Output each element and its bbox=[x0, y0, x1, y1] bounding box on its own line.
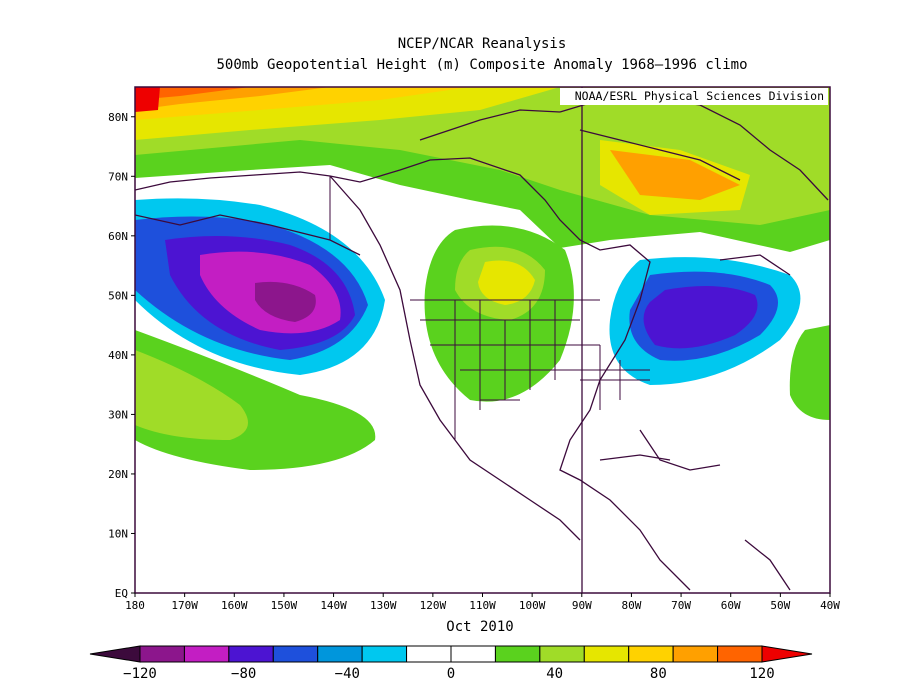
colorbar-swatch bbox=[583, 645, 630, 663]
chart-subtitle: 500mb Geopotential Height (m) Composite … bbox=[216, 57, 748, 73]
colorbar-swatch bbox=[672, 645, 719, 663]
colorbar-swatch bbox=[183, 645, 230, 663]
colorbar-label: −120 bbox=[123, 666, 157, 682]
coastlines bbox=[135, 97, 829, 591]
colorbar-swatch bbox=[361, 645, 408, 663]
colorbar: −120 −80 −40 0 40 80 120 bbox=[89, 645, 813, 682]
lon-tick-label: 140W bbox=[320, 599, 347, 612]
colorbar-label: 40 bbox=[546, 666, 563, 682]
lat-tick-label: 10N bbox=[108, 527, 128, 540]
colorbar-label: 80 bbox=[650, 666, 667, 682]
lat-tick-label: 70N bbox=[108, 170, 128, 183]
colorbar-swatch bbox=[628, 645, 674, 663]
lon-tick-label: 40W bbox=[820, 599, 840, 612]
lon-tick-label: 110W bbox=[469, 599, 496, 612]
lon-tick-label: 70W bbox=[671, 599, 691, 612]
lat-tick-label: EQ bbox=[115, 587, 128, 600]
colorbar-swatch bbox=[139, 645, 185, 663]
lon-tick-label: 130W bbox=[370, 599, 397, 612]
colorbar-swatch bbox=[406, 645, 452, 663]
colorbar-swatch bbox=[450, 645, 496, 663]
lat-tick-label: 50N bbox=[108, 289, 128, 302]
lon-tick-label: 170W bbox=[171, 599, 198, 612]
lon-tick-label: 50W bbox=[770, 599, 790, 612]
colorbar-swatch bbox=[317, 645, 363, 663]
colorbar-label: −40 bbox=[335, 666, 360, 682]
lon-tick-label: 120W bbox=[420, 599, 447, 612]
colorbar-swatch bbox=[494, 645, 541, 663]
map-axes: EQ 10N 20N 30N 40N 50N 60N 70N 80N 180 170W 160W 150… bbox=[108, 111, 840, 612]
colorbar-swatch bbox=[272, 645, 319, 663]
lon-tick-label: 100W bbox=[519, 599, 546, 612]
lat-tick-label: 40N bbox=[108, 349, 128, 362]
lon-tick-label: 80W bbox=[621, 599, 641, 612]
lon-tick-label: 60W bbox=[721, 599, 741, 612]
colorbar-swatch bbox=[539, 645, 585, 663]
colorbar-label: −80 bbox=[231, 666, 256, 682]
colorbar-label: 0 bbox=[447, 666, 455, 682]
lon-tick-label: 180 bbox=[125, 599, 145, 612]
colorbar-label: 120 bbox=[749, 666, 774, 682]
lat-tick-label: 20N bbox=[108, 468, 128, 481]
lat-tick-label: 60N bbox=[108, 230, 128, 243]
lon-tick-label: 150W bbox=[271, 599, 298, 612]
colorbar-swatch bbox=[228, 645, 274, 663]
political-borders bbox=[329, 176, 650, 440]
period-label: Oct 2010 bbox=[446, 619, 514, 635]
lat-tick-label: 80N bbox=[108, 111, 128, 124]
contour-fills bbox=[135, 87, 830, 593]
colorbar-arrow-low bbox=[89, 645, 141, 663]
lon-tick-label: 90W bbox=[572, 599, 592, 612]
chart-title: NCEP/NCAR Reanalysis bbox=[397, 36, 567, 52]
lon-tick-label: 160W bbox=[221, 599, 248, 612]
colorbar-arrow-high bbox=[761, 645, 813, 663]
credit-label: NOAA/ESRL Physical Sciences Division bbox=[560, 88, 828, 105]
colorbar-swatch bbox=[717, 645, 763, 663]
lat-tick-label: 30N bbox=[108, 408, 128, 421]
